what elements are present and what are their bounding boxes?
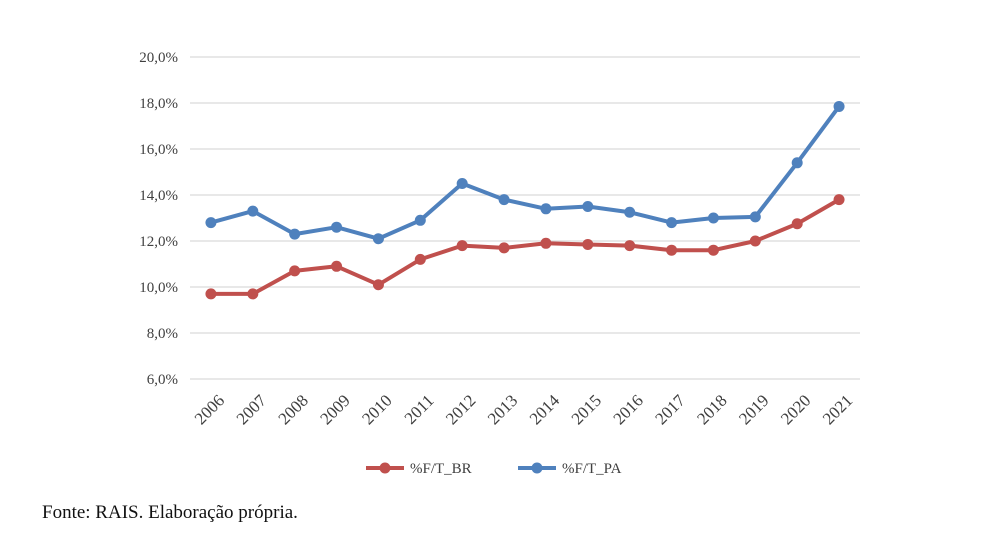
y-axis-ticks: 6,0% 8,0% 10,0% 12,0% 14,0% 16,0% 18,0% 20,0%	[139, 50, 178, 388]
data-point	[205, 217, 217, 229]
data-point	[331, 221, 343, 233]
data-point	[372, 279, 384, 291]
source-note: Fonte: RAIS. Elaboração própria.	[42, 502, 298, 523]
data-point	[247, 288, 259, 300]
data-point	[707, 244, 719, 256]
data-point	[749, 235, 761, 247]
data-point	[498, 242, 510, 254]
x-tick-label: 2017	[651, 391, 689, 429]
data-point	[666, 244, 678, 256]
data-point	[666, 217, 678, 229]
x-tick-label: 2011	[401, 391, 438, 428]
data-point	[456, 178, 468, 189]
data-point	[289, 228, 301, 240]
legend-item: %F/T_BR	[366, 461, 472, 477]
data-point	[582, 201, 594, 212]
x-tick-label: 2019	[735, 391, 772, 428]
data-point	[540, 237, 552, 249]
data-point	[247, 205, 259, 217]
y-tick-label: 18,0%	[139, 96, 178, 112]
x-axis-ticks: 2006 2007 2008 2009 2010 2011 2012 2013 2014 2015…	[191, 391, 857, 429]
data-point	[707, 212, 719, 224]
data-point	[791, 157, 803, 169]
x-tick-label: 2008	[275, 391, 312, 428]
x-tick-label: 2018	[693, 391, 730, 428]
x-tick-label: 2006	[191, 391, 228, 428]
series-lines	[205, 100, 845, 300]
data-point	[456, 240, 468, 252]
data-point	[205, 288, 217, 300]
x-tick-label: 2021	[819, 391, 856, 428]
y-tick-label: 14,0%	[139, 188, 178, 204]
data-point	[540, 203, 552, 215]
y-tick-label: 10,0%	[139, 280, 178, 296]
data-point	[833, 100, 845, 112]
data-point	[372, 233, 384, 245]
legend-marker	[531, 462, 543, 474]
data-point	[289, 265, 301, 277]
x-tick-label: 2007	[233, 391, 271, 429]
x-tick-label: 2009	[316, 391, 353, 428]
data-point	[791, 218, 803, 230]
data-point	[749, 211, 761, 223]
y-tick-label: 20,0%	[139, 50, 178, 66]
x-tick-label: 2010	[358, 391, 395, 428]
data-point	[414, 253, 426, 265]
legend-label: %F/T_BR	[410, 461, 472, 477]
x-tick-label: 2013	[484, 391, 521, 428]
x-tick-label: 2014	[526, 391, 564, 429]
legend-item: %F/T_PA	[518, 461, 622, 477]
legend: %F/T_BR %F/T_PA	[366, 461, 622, 477]
data-point	[414, 214, 426, 226]
legend-marker	[379, 462, 391, 474]
x-tick-label: 2016	[610, 391, 647, 428]
y-tick-label: 12,0%	[139, 234, 178, 250]
data-point	[331, 260, 343, 272]
x-tick-label: 2012	[442, 391, 479, 428]
y-tick-label: 6,0%	[147, 372, 178, 388]
data-point	[498, 194, 510, 206]
data-point	[624, 206, 636, 218]
series-line-0	[210, 197, 841, 296]
data-point	[833, 194, 845, 206]
grid-lines	[190, 56, 860, 380]
y-tick-label: 8,0%	[147, 326, 178, 342]
series-line-1	[210, 105, 841, 241]
x-tick-label: 2015	[568, 391, 605, 428]
y-tick-label: 16,0%	[139, 142, 178, 158]
x-tick-label: 2020	[777, 391, 814, 428]
data-point	[624, 240, 636, 252]
data-point	[582, 238, 594, 250]
legend-label: %F/T_PA	[562, 461, 622, 477]
